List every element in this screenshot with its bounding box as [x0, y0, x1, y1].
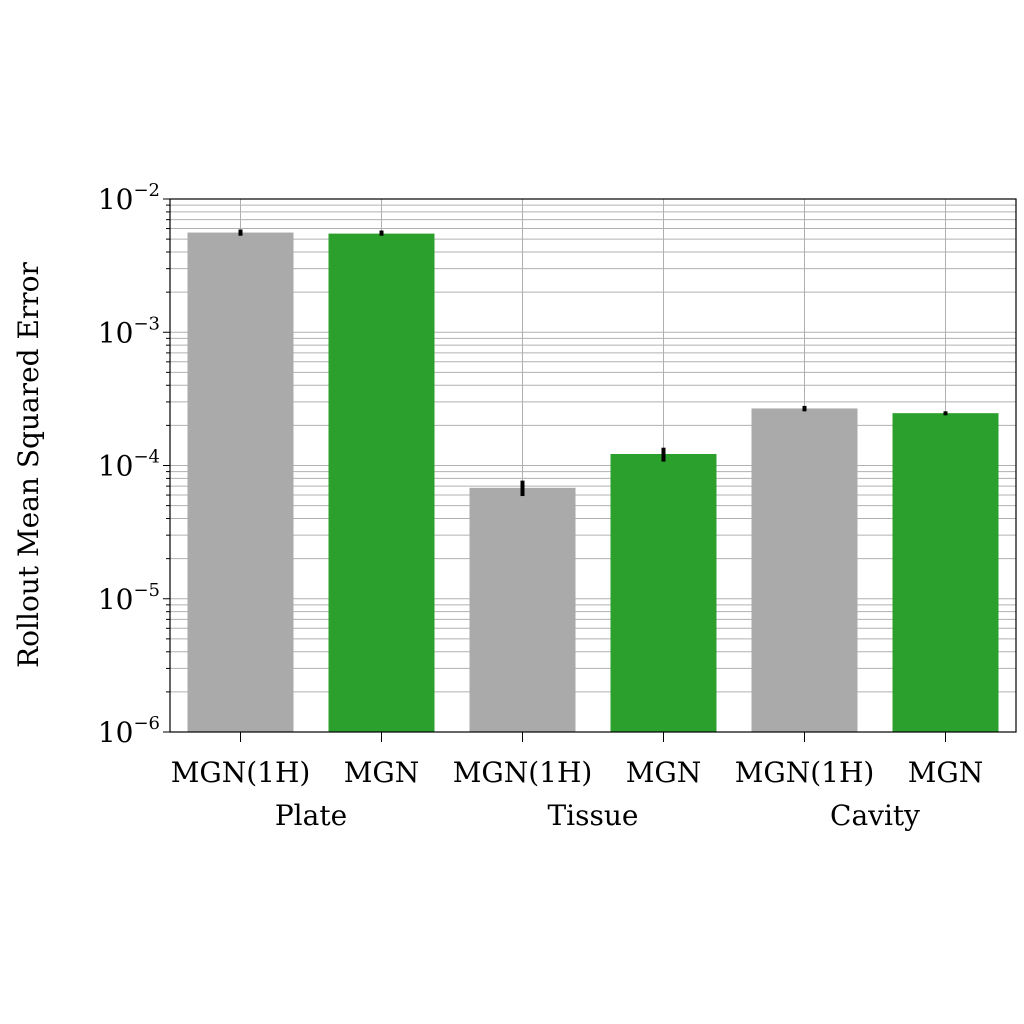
y-tick-label: 10−4: [98, 447, 160, 483]
x-tick-label: MGN(1H): [735, 756, 875, 789]
group-label: Tissue: [548, 799, 639, 832]
y-axis-label: Rollout Mean Squared Error: [12, 261, 45, 667]
y-tick-label: 10−6: [98, 713, 160, 749]
error-bars: [238, 229, 948, 497]
bar-tissue-mgn1h: [469, 487, 576, 732]
x-axis: MGN(1H) MGN Plate MGN(1H) MGN Tissue MGN(1H) MG…: [171, 732, 984, 832]
group-label: Cavity: [830, 799, 920, 832]
y-tick-label: 10−3: [98, 313, 160, 349]
x-tick-label: MGN: [344, 756, 420, 789]
group-label: Plate: [275, 799, 347, 832]
bar-cavity-mgn: [892, 413, 999, 732]
x-tick-label: MGN: [626, 756, 702, 789]
y-tick-label: 10−2: [98, 180, 160, 216]
y-axis: 10−6 10−5 10−4 10−3 10−2: [98, 180, 170, 749]
bar-cavity-mgn1h: [751, 408, 858, 732]
grid: [170, 199, 1016, 733]
bar-plate-mgn1h: [187, 232, 294, 732]
bar-plate-mgn: [328, 233, 435, 732]
x-tick-label: MGN(1H): [171, 756, 311, 789]
x-tick-label: MGN: [908, 756, 984, 789]
bar-tissue-mgn: [610, 453, 717, 732]
bars: [187, 232, 999, 732]
y-tick-label: 10−5: [98, 580, 160, 616]
x-tick-label: MGN(1H): [453, 756, 593, 789]
